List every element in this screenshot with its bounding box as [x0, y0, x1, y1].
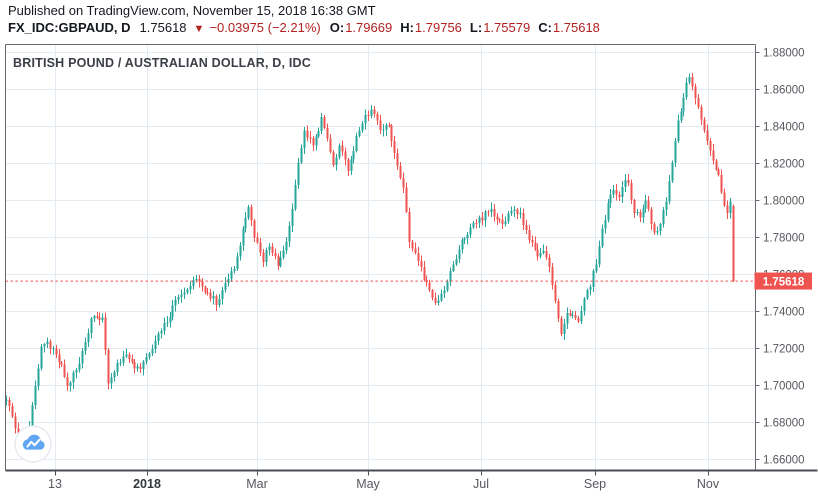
price-change: −0.03975 (−2.21%)	[209, 20, 321, 35]
tradingview-logo-icon[interactable]	[14, 425, 52, 463]
high-value: H:1.79756	[400, 20, 462, 35]
svg-text:1.86000: 1.86000	[763, 85, 805, 97]
svg-text:1.74000: 1.74000	[763, 307, 805, 319]
high-label: H:	[400, 20, 414, 35]
svg-text:1.88000: 1.88000	[763, 48, 805, 60]
down-triangle-icon: ▼	[193, 23, 205, 35]
candles-layer[interactable]	[5, 72, 735, 449]
open-value: O:1.79669	[329, 20, 393, 35]
svg-text:1.84000: 1.84000	[763, 122, 805, 134]
svg-text:1.66000: 1.66000	[763, 455, 805, 467]
svg-text:1.82000: 1.82000	[763, 159, 805, 171]
time-axis[interactable]: 13 2018 Mar May Jul Sep Nov	[48, 471, 720, 492]
svg-text:Mar: Mar	[246, 477, 268, 491]
chart-title: BRITISH POUND / AUSTRALIAN DOLLAR, D, ID…	[13, 56, 312, 70]
svg-text:1.68000: 1.68000	[763, 418, 805, 430]
published-line: Published on TradingView.com, November 1…	[8, 3, 376, 18]
svg-text:1.80000: 1.80000	[763, 196, 805, 208]
header: Published on TradingView.com, November 1…	[8, 2, 608, 38]
last-price-label: 1.75618	[754, 272, 812, 290]
svg-text:1.78000: 1.78000	[763, 233, 805, 245]
symbol-name: FX_IDC:GBPAUD, D	[8, 20, 131, 35]
svg-text:2018: 2018	[133, 477, 161, 491]
svg-text:1.75618: 1.75618	[763, 276, 805, 288]
open-label: O:	[329, 20, 345, 35]
svg-text:Sep: Sep	[584, 477, 606, 491]
svg-text:1.70000: 1.70000	[763, 381, 805, 393]
symbol-legend: FX_IDC:GBPAUD, D 1.75618 ▼ −0.03975 (−2.21%…	[8, 19, 608, 38]
svg-text:Jul: Jul	[473, 477, 489, 491]
chart-frame	[5, 44, 818, 472]
svg-text:May: May	[356, 477, 380, 491]
close-value: C:1.75618	[538, 20, 600, 35]
grid-lines	[5, 44, 756, 471]
low-value: L:1.75579	[469, 20, 531, 35]
price-axis[interactable]: 1.88000 1.86000 1.84000 1.82000 1.80000 1.780…	[755, 48, 805, 467]
svg-text:Nov: Nov	[697, 477, 720, 491]
last-price-value: 1.75618	[139, 20, 187, 35]
close-label: C:	[538, 20, 552, 35]
svg-text:13: 13	[48, 477, 62, 491]
low-label: L:	[469, 20, 483, 35]
svg-text:1.72000: 1.72000	[763, 344, 805, 356]
